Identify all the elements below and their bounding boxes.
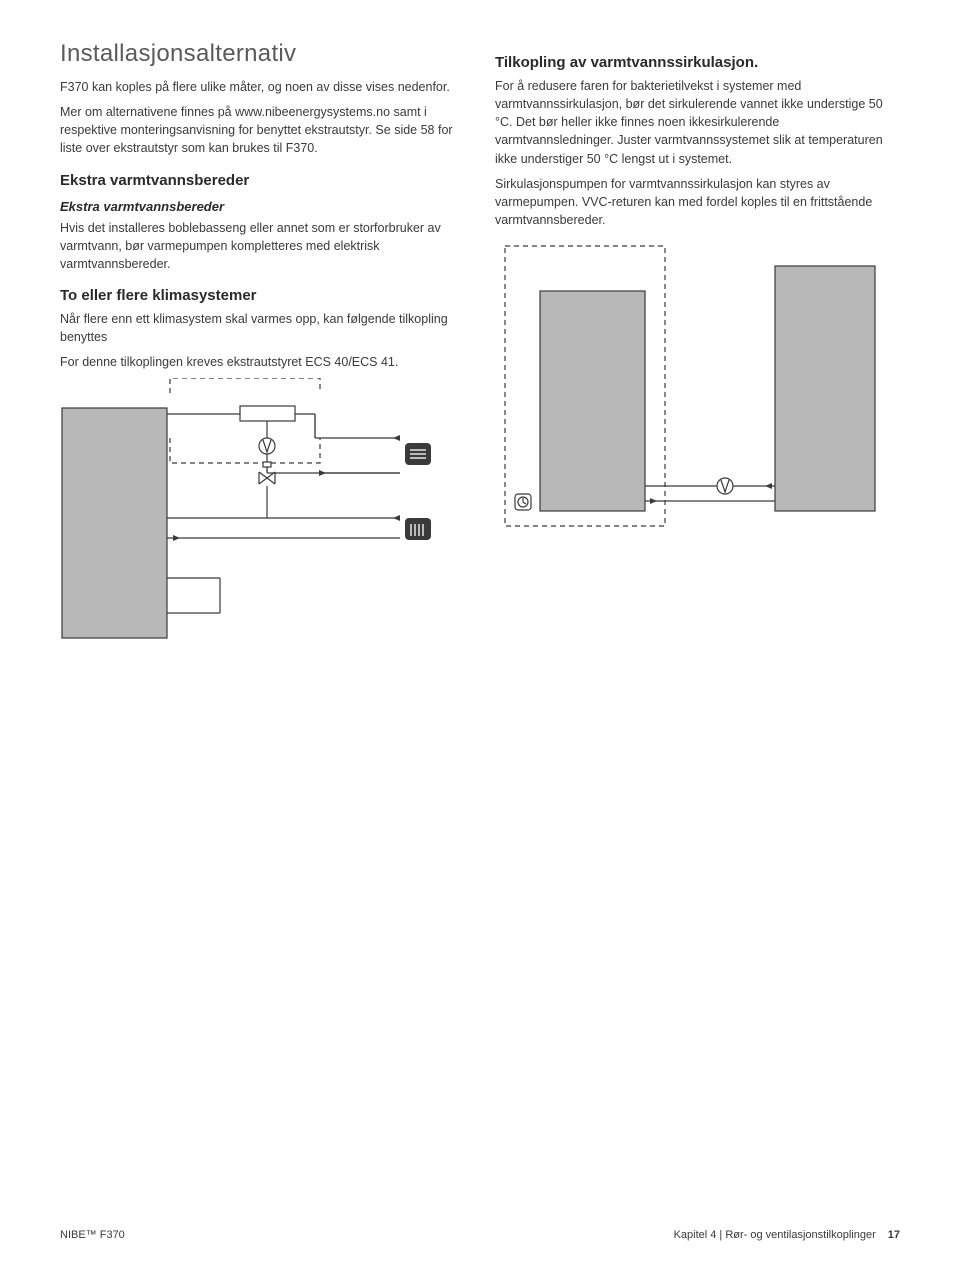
tilkopling-p1: For å redusere faren for bakterietilveks… <box>495 77 900 168</box>
right-column: Tilkopling av varmtvannssirkulasjon. For… <box>495 40 900 678</box>
left-column: Installasjonsalternativ F370 kan koples … <box>60 40 465 678</box>
page-title: Installasjonsalternativ <box>60 40 465 68</box>
heading-klima: To eller flere klimasystemer <box>60 287 465 304</box>
heading-tilkopling: Tilkopling av varmtvannssirkulasjon. <box>495 54 900 71</box>
tilkopling-p2: Sirkulasjonspumpen for varmtvannssirkula… <box>495 175 900 229</box>
diagram-klimasystemer <box>60 378 460 678</box>
footer-product: NIBE™ F370 <box>60 1229 125 1241</box>
klima-p1: Når flere enn ett klimasystem skal varme… <box>60 310 465 346</box>
subheading-ekstra: Ekstra varmtvannsbereder <box>60 199 465 214</box>
footer-page-number: 17 <box>888 1229 900 1241</box>
footer-chapter: Kapitel 4 | Rør- og ventilasjonstilkopli… <box>674 1229 876 1241</box>
ekstra-p: Hvis det installeres boblebasseng eller … <box>60 219 465 273</box>
diagram-varmtvann <box>495 236 895 546</box>
intro-p1: F370 kan koples på flere ulike måter, og… <box>60 78 465 96</box>
heading-ekstra: Ekstra varmtvannsbereder <box>60 172 465 189</box>
intro-p2: Mer om alternativene finnes på www.nibee… <box>60 103 465 157</box>
page-footer: NIBE™ F370 Kapitel 4 | Rør- og ventilasj… <box>60 1229 900 1241</box>
klima-p2: For denne tilkoplingen kreves ekstrautst… <box>60 353 465 371</box>
